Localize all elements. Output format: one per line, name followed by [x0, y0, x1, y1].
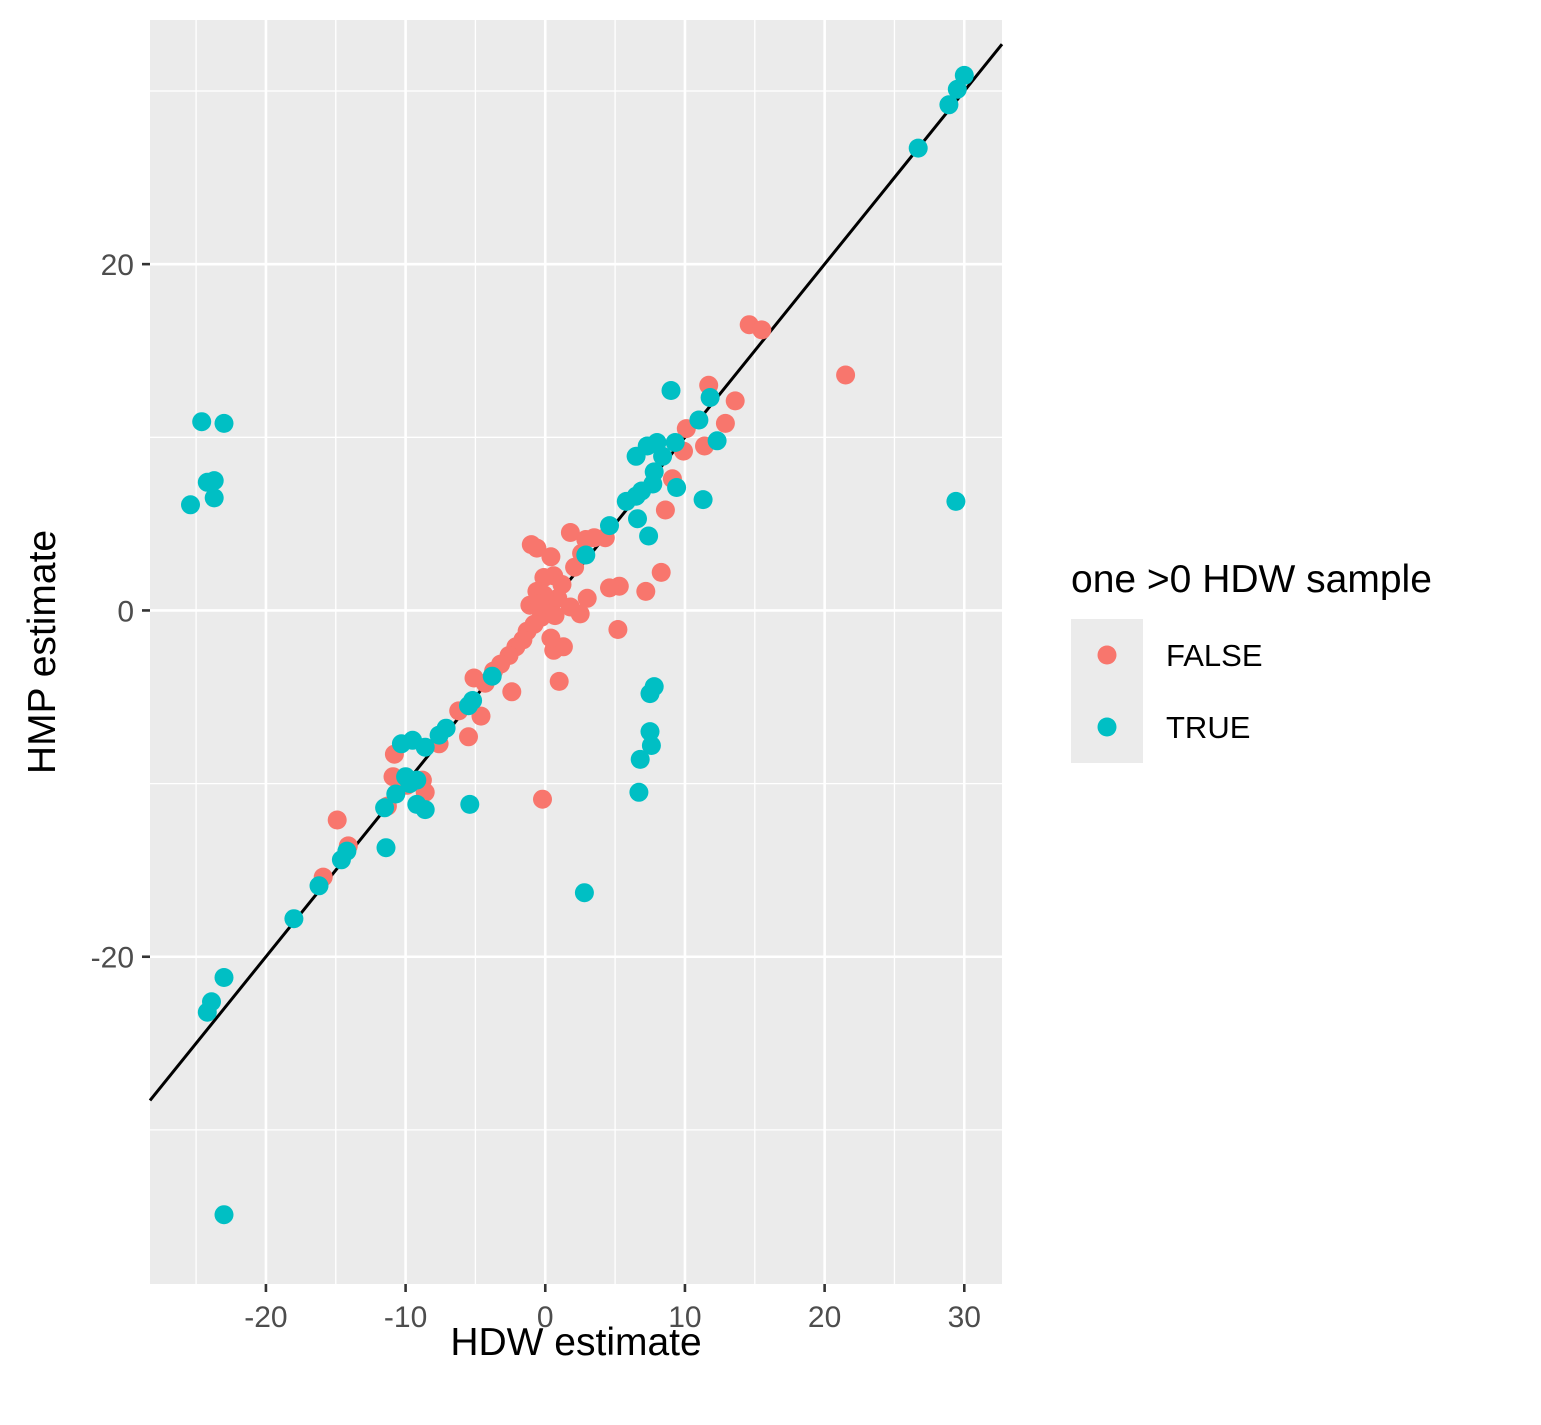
point-true: [192, 412, 212, 432]
point-true: [459, 696, 478, 716]
point-true: [375, 798, 395, 818]
x-tick-label: 0: [537, 1301, 554, 1334]
point-false: [565, 557, 585, 577]
point-true: [630, 749, 650, 769]
point-false: [655, 500, 675, 520]
point-true: [667, 478, 687, 497]
point-true: [309, 876, 329, 896]
point-false: [502, 682, 522, 702]
data-points: [181, 65, 974, 1225]
point-true: [415, 800, 435, 820]
legend-key-false: [1097, 645, 1117, 665]
point-true: [628, 509, 647, 529]
point-true: [204, 488, 224, 508]
point-true: [689, 410, 709, 430]
point-false: [608, 620, 628, 639]
x-tick-label: 30: [948, 1301, 981, 1334]
point-false: [530, 594, 550, 613]
legend-key-background: [1071, 619, 1143, 763]
point-true: [639, 526, 659, 546]
point-true: [626, 446, 646, 466]
plot-panel: [150, 20, 1002, 1284]
point-true: [908, 138, 928, 158]
point-true: [181, 495, 200, 515]
point-true: [641, 736, 661, 755]
y-axis-title: HMP estimate: [21, 530, 64, 774]
point-true: [284, 909, 304, 929]
point-true: [640, 722, 660, 742]
y-tick-label: -20: [91, 942, 134, 975]
point-false: [327, 810, 347, 830]
point-true: [576, 545, 596, 565]
x-tick-label: -20: [244, 1301, 287, 1334]
point-true: [707, 431, 727, 451]
point-false: [459, 727, 478, 747]
point-true: [946, 491, 966, 511]
point-true: [214, 968, 234, 987]
legend: one >0 HDW sample FALSE TRUE: [1071, 558, 1432, 763]
point-true: [629, 782, 649, 802]
x-tick-label: 20: [808, 1301, 841, 1334]
point-true: [574, 883, 594, 903]
point-true: [482, 666, 502, 686]
point-false: [752, 320, 772, 340]
point-true: [400, 774, 420, 794]
legend-key-true: [1097, 717, 1117, 737]
point-false: [636, 581, 656, 601]
legend-label-false: FALSE: [1166, 638, 1263, 673]
point-false: [541, 628, 561, 648]
x-axis-title: HDW estimate: [450, 1321, 701, 1364]
minor-gridlines: [150, 20, 1002, 1284]
point-true: [947, 79, 967, 99]
x-tick-label: 10: [668, 1301, 701, 1334]
point-false: [521, 535, 541, 555]
point-true: [460, 794, 480, 814]
point-true: [939, 95, 959, 115]
point-false: [600, 578, 619, 598]
point-true: [204, 471, 224, 491]
point-false: [725, 391, 745, 411]
point-true: [600, 516, 619, 536]
point-true: [429, 725, 449, 745]
point-false: [471, 706, 491, 726]
legend-title: one >0 HDW sample: [1071, 558, 1432, 601]
point-false: [549, 671, 569, 691]
point-false: [577, 588, 597, 608]
point-true: [331, 850, 351, 870]
point-false: [545, 606, 565, 626]
x-axis: -20 -10 0 10 20 30: [244, 1284, 981, 1334]
y-tick-label: 0: [117, 595, 134, 628]
point-true: [214, 413, 234, 433]
point-false: [651, 562, 671, 582]
point-true: [640, 684, 660, 704]
point-false: [836, 365, 856, 385]
point-true: [386, 784, 406, 804]
point-true: [661, 381, 681, 400]
y-axis: -20 0 20: [91, 249, 150, 975]
point-true: [391, 734, 411, 754]
point-true: [376, 838, 396, 858]
point-false: [541, 547, 561, 567]
point-false: [533, 789, 552, 809]
point-true: [693, 490, 713, 510]
legend-label-true: TRUE: [1166, 710, 1250, 745]
point-true: [665, 433, 685, 452]
point-true: [653, 446, 673, 466]
point-false: [464, 668, 484, 688]
point-true: [197, 1002, 217, 1022]
point-false: [560, 523, 580, 542]
point-true: [616, 491, 636, 511]
point-true: [214, 1205, 234, 1225]
y-tick-label: 20: [101, 249, 134, 282]
point-false: [715, 413, 735, 433]
point-true: [700, 388, 720, 407]
x-tick-label: -10: [384, 1301, 427, 1334]
